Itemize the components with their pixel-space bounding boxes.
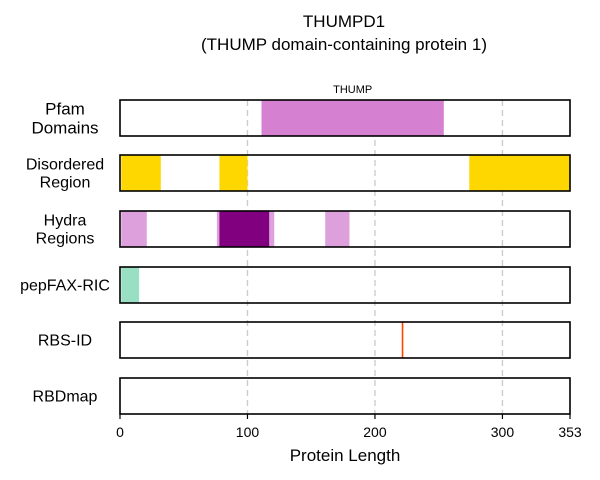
track-label: RBDmap (33, 389, 98, 406)
feature-1-0 (121, 155, 161, 191)
track-5: RBDmap (33, 377, 571, 415)
x-tick-label: 0 (116, 424, 124, 440)
figure-subtitle: (THUMP domain-containing protein 1) (201, 35, 487, 54)
x-tick-label: 353 (558, 424, 582, 440)
track-label: pepFAX-RIC (20, 278, 110, 295)
track-label: Pfam Domains (31, 99, 98, 137)
track-4: RBS-ID (38, 321, 571, 359)
track-1: Disordered Region (26, 154, 571, 192)
track-frame (119, 321, 571, 359)
track-3: pepFAX-RIC (20, 266, 571, 304)
feature-0-0 (261, 100, 444, 136)
track-2: Hydra Regions (36, 210, 571, 248)
tracks: THUMP Pfam Domains Disordered Region Hydra Reg… (20, 84, 571, 415)
feature-2-2 (266, 211, 275, 247)
x-tick-label: 200 (363, 424, 387, 440)
track-0: THUMP Pfam Domains (31, 84, 571, 137)
track-frame (119, 99, 571, 137)
feature-4-0 (401, 322, 404, 358)
feature-2-0 (121, 211, 147, 247)
feature-1-1 (219, 155, 248, 191)
figure-title: THUMPD1 (303, 12, 385, 31)
track-frame (119, 154, 571, 192)
x-tick-label: 300 (491, 424, 515, 440)
x-axis-title: Protein Length (290, 446, 401, 465)
x-tick-label: 100 (236, 424, 260, 440)
feature-2-3 (325, 211, 350, 247)
track-label: Hydra Regions (36, 213, 95, 248)
track-frame (119, 266, 571, 304)
x-axis: 0 100 200 300 353 Protein Length (116, 414, 582, 465)
track-label: Disordered Region (26, 157, 104, 192)
domain-label: THUMP (333, 84, 372, 96)
track-frame (119, 210, 571, 248)
feature-1-2 (469, 155, 570, 191)
track-label: RBS-ID (38, 333, 92, 350)
gridlines (246, 100, 504, 414)
track-frame (119, 377, 571, 415)
feature-3-0 (121, 267, 140, 303)
feature-2-4 (219, 211, 270, 247)
